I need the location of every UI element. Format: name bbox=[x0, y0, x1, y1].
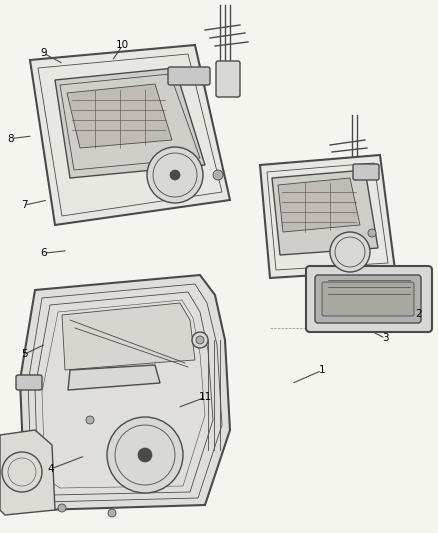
FancyBboxPatch shape bbox=[353, 164, 379, 180]
Text: 11: 11 bbox=[199, 392, 212, 402]
Text: 5: 5 bbox=[21, 350, 28, 359]
FancyBboxPatch shape bbox=[168, 67, 210, 85]
Text: 1: 1 bbox=[318, 366, 325, 375]
Text: 10: 10 bbox=[116, 41, 129, 50]
Polygon shape bbox=[67, 84, 172, 148]
Circle shape bbox=[192, 332, 208, 348]
Circle shape bbox=[58, 504, 66, 512]
Text: 8: 8 bbox=[7, 134, 14, 143]
Circle shape bbox=[86, 416, 94, 424]
FancyBboxPatch shape bbox=[216, 61, 240, 97]
Polygon shape bbox=[260, 155, 395, 278]
Polygon shape bbox=[55, 68, 205, 178]
Text: 9: 9 bbox=[40, 49, 47, 58]
Circle shape bbox=[147, 147, 203, 203]
Circle shape bbox=[196, 336, 204, 344]
FancyBboxPatch shape bbox=[315, 275, 421, 323]
Polygon shape bbox=[20, 275, 230, 510]
Circle shape bbox=[107, 417, 183, 493]
Circle shape bbox=[108, 509, 116, 517]
Polygon shape bbox=[272, 170, 378, 255]
Circle shape bbox=[138, 448, 152, 462]
Text: 6: 6 bbox=[40, 248, 47, 258]
Polygon shape bbox=[30, 45, 230, 225]
FancyBboxPatch shape bbox=[16, 375, 42, 390]
Circle shape bbox=[368, 229, 376, 237]
Text: 3: 3 bbox=[382, 334, 389, 343]
Polygon shape bbox=[0, 430, 55, 515]
FancyBboxPatch shape bbox=[306, 266, 432, 332]
FancyBboxPatch shape bbox=[322, 282, 414, 316]
Circle shape bbox=[330, 232, 370, 272]
Text: 7: 7 bbox=[21, 200, 28, 210]
Text: 2: 2 bbox=[415, 310, 422, 319]
Polygon shape bbox=[62, 303, 195, 370]
Text: 4: 4 bbox=[47, 464, 54, 474]
Circle shape bbox=[170, 170, 180, 180]
Circle shape bbox=[213, 170, 223, 180]
Polygon shape bbox=[278, 178, 360, 232]
Polygon shape bbox=[68, 365, 160, 390]
